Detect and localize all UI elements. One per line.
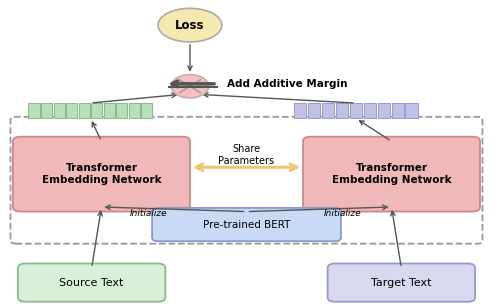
FancyBboxPatch shape	[303, 137, 480, 212]
Bar	[322, 103, 334, 119]
Bar	[378, 103, 390, 119]
FancyBboxPatch shape	[328, 263, 475, 302]
Text: Initialize: Initialize	[129, 208, 167, 218]
Text: Loss: Loss	[175, 19, 205, 32]
Text: Pre-trained BERT: Pre-trained BERT	[203, 220, 290, 230]
Bar	[91, 103, 102, 119]
Bar	[116, 103, 127, 119]
Bar	[54, 103, 65, 119]
Bar	[78, 103, 90, 119]
Bar	[41, 103, 52, 119]
Bar	[405, 103, 418, 119]
Bar	[294, 103, 306, 119]
Bar	[391, 103, 404, 119]
Text: Share
Parameters: Share Parameters	[218, 144, 275, 166]
Bar	[364, 103, 376, 119]
Bar	[66, 103, 77, 119]
Bar	[104, 103, 115, 119]
Text: Target Text: Target Text	[371, 278, 431, 288]
Circle shape	[171, 75, 209, 98]
Bar	[141, 103, 152, 119]
Text: Initialize: Initialize	[323, 208, 361, 218]
Bar	[308, 103, 320, 119]
Text: Transformer
Embedding Network: Transformer Embedding Network	[42, 163, 161, 185]
Bar	[350, 103, 362, 119]
Bar	[336, 103, 348, 119]
Text: Source Text: Source Text	[60, 278, 124, 288]
Bar	[29, 103, 39, 119]
Text: Add Additive Margin: Add Additive Margin	[227, 79, 348, 89]
FancyBboxPatch shape	[152, 208, 341, 241]
Ellipse shape	[158, 8, 222, 42]
Bar	[129, 103, 140, 119]
Text: Transformer
Embedding Network: Transformer Embedding Network	[332, 163, 451, 185]
FancyBboxPatch shape	[18, 263, 165, 302]
FancyBboxPatch shape	[13, 137, 190, 212]
